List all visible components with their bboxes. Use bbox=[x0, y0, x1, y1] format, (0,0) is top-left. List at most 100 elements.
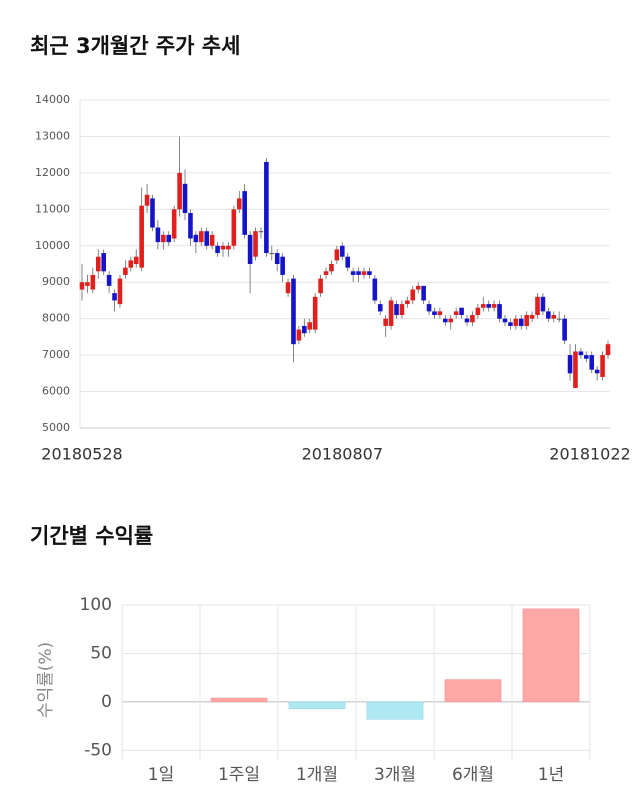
candle-body bbox=[535, 296, 540, 316]
candle-body bbox=[285, 282, 291, 294]
candle-body bbox=[307, 322, 313, 330]
candle-body bbox=[339, 245, 345, 257]
bar bbox=[366, 701, 424, 720]
x-tick-label: 20181022 bbox=[549, 445, 630, 464]
candle-body bbox=[529, 315, 535, 319]
candle-body bbox=[161, 234, 166, 243]
candle-body bbox=[318, 278, 323, 294]
candle-body bbox=[166, 234, 172, 243]
candle-body bbox=[345, 256, 351, 268]
x-tick-label: 20180528 bbox=[41, 445, 122, 464]
candle-body bbox=[209, 234, 215, 246]
candle-body bbox=[258, 231, 264, 233]
x-tick-label: 1일 bbox=[148, 765, 174, 785]
y-tick-label: 100 bbox=[80, 595, 112, 615]
candle-body bbox=[193, 234, 199, 243]
x-tick-label: 1주일 bbox=[218, 765, 260, 785]
candle-body bbox=[274, 253, 280, 264]
candle-body bbox=[329, 264, 334, 272]
candle-body bbox=[432, 311, 437, 316]
candle-body bbox=[236, 198, 242, 210]
x-tick-label: 6개월 bbox=[452, 765, 494, 785]
x-tick-label: 20180807 bbox=[302, 445, 383, 464]
candle-body bbox=[475, 307, 481, 316]
y-tick-label: 8000 bbox=[42, 312, 70, 325]
candle-body bbox=[117, 278, 123, 305]
candle-body bbox=[296, 329, 302, 341]
y-tick-label: 9000 bbox=[42, 275, 70, 288]
candle-body bbox=[95, 256, 101, 272]
candle-body bbox=[356, 271, 361, 275]
return-chart-title: 기간별 수익률 bbox=[30, 524, 153, 548]
candle-body bbox=[486, 304, 492, 308]
candle-body bbox=[508, 322, 513, 326]
candle-body bbox=[600, 355, 605, 377]
candle-body bbox=[144, 194, 150, 206]
candle-body bbox=[546, 311, 551, 319]
candle-body bbox=[133, 256, 139, 264]
candle-body bbox=[388, 300, 394, 326]
candle-body bbox=[421, 285, 426, 301]
candle-body bbox=[551, 315, 557, 319]
candle-body bbox=[198, 231, 204, 243]
candle-body bbox=[220, 245, 226, 250]
candle-body bbox=[128, 260, 134, 268]
candle-body bbox=[589, 355, 595, 370]
candle-body bbox=[204, 231, 210, 246]
candle-body bbox=[573, 351, 578, 388]
y-tick-label: 10000 bbox=[35, 239, 70, 252]
candle-body bbox=[79, 282, 85, 290]
candle-body bbox=[540, 296, 546, 312]
candle-body bbox=[155, 227, 161, 243]
candle-body bbox=[480, 304, 486, 308]
candle-body bbox=[90, 274, 96, 290]
candle-body bbox=[605, 344, 611, 356]
candle-body bbox=[350, 271, 356, 275]
y-tick-label: 6000 bbox=[42, 385, 70, 398]
candle-body bbox=[448, 318, 454, 323]
candle-body bbox=[101, 253, 106, 272]
candle-body bbox=[459, 307, 464, 316]
candle-body bbox=[464, 318, 470, 323]
candle-body bbox=[426, 304, 432, 312]
candle-body bbox=[367, 271, 372, 275]
y-axis-label: 수익률(%) bbox=[36, 642, 56, 718]
y-tick-label: -50 bbox=[84, 740, 112, 760]
y-tick-label: 14000 bbox=[35, 93, 70, 106]
candle-body bbox=[453, 311, 459, 316]
candle-body bbox=[188, 212, 193, 239]
candle-body bbox=[106, 274, 112, 286]
candle-body bbox=[410, 289, 416, 301]
y-tick-label: 50 bbox=[90, 643, 112, 663]
candle-body bbox=[253, 231, 258, 257]
candle-body bbox=[226, 245, 231, 250]
y-tick-label: 5000 bbox=[42, 421, 70, 434]
y-tick-label: 7000 bbox=[42, 348, 70, 361]
candle-body bbox=[518, 318, 524, 326]
candle-body bbox=[112, 293, 117, 301]
candle-body bbox=[171, 209, 177, 239]
x-tick-label: 1년 bbox=[538, 765, 564, 785]
candle-body bbox=[280, 256, 285, 275]
candle-body bbox=[437, 311, 443, 316]
candle-body bbox=[177, 172, 182, 210]
candle-body bbox=[215, 245, 220, 254]
bar bbox=[210, 697, 268, 703]
candle-body bbox=[399, 304, 405, 316]
candle-body bbox=[231, 209, 237, 246]
candle-body bbox=[312, 296, 318, 330]
candle-body bbox=[513, 318, 519, 326]
candle-body bbox=[594, 369, 600, 374]
candle-body bbox=[383, 318, 388, 326]
candle-body bbox=[394, 304, 399, 316]
candle-body bbox=[264, 161, 269, 254]
candle-body bbox=[491, 304, 497, 308]
candle-body bbox=[443, 318, 448, 323]
candle-body bbox=[323, 271, 329, 275]
bar bbox=[444, 679, 502, 703]
y-tick-label: 13000 bbox=[35, 129, 70, 142]
candle-body bbox=[567, 355, 573, 374]
candle-body bbox=[150, 198, 155, 228]
candle-body bbox=[85, 282, 90, 286]
candle-body bbox=[562, 318, 567, 341]
